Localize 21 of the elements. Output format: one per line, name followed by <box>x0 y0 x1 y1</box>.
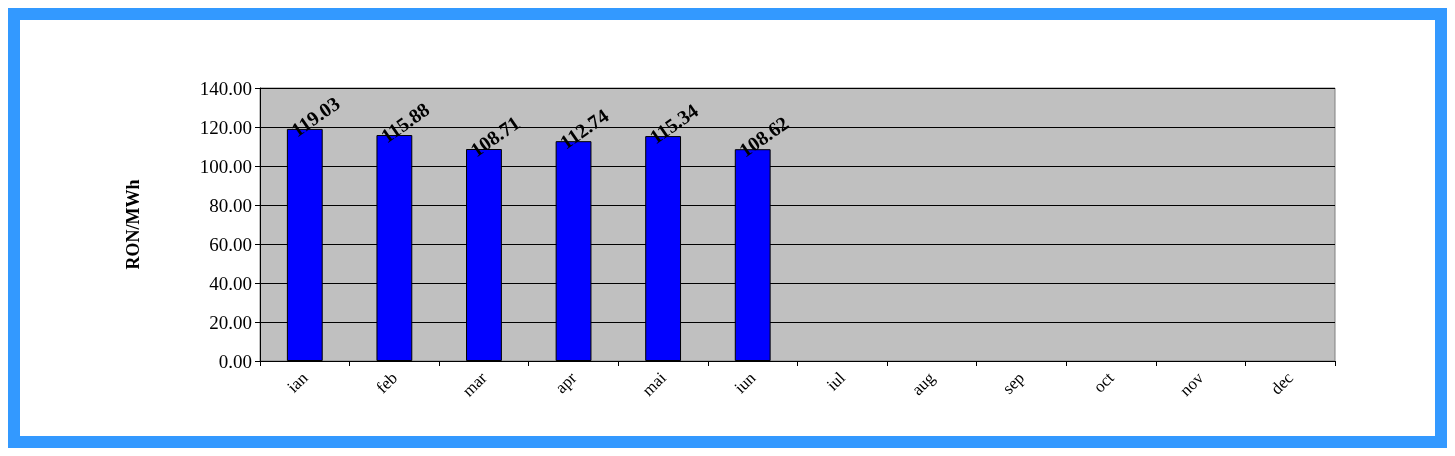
x-tick-label: mar <box>458 368 491 401</box>
x-tick-label: nov <box>1175 367 1208 400</box>
y-tick-label: 20.00 <box>209 311 252 333</box>
x-tick-label: feb <box>372 368 402 398</box>
y-tick-label: 40.00 <box>209 272 252 294</box>
x-tick-label: dec <box>1266 367 1298 399</box>
y-tick-label: 80.00 <box>209 194 252 216</box>
x-tick-label: ian <box>283 367 312 397</box>
x-tick-label: oct <box>1089 368 1118 397</box>
y-tick-label: 140.00 <box>199 77 252 99</box>
y-tick-label: 60.00 <box>209 233 252 255</box>
y-tick-label: 120.00 <box>199 116 252 138</box>
y-axis-title: RON/MWh <box>123 179 143 270</box>
x-tick-label: iul <box>822 368 850 395</box>
x-tick-label: iun <box>730 367 760 398</box>
x-tick-label: aug <box>907 367 939 400</box>
x-tick-label: mai <box>638 368 671 400</box>
x-tick-label: apr <box>551 368 581 398</box>
x-tick-label: sep <box>998 368 1029 398</box>
y-tick-label: 100.00 <box>199 155 252 177</box>
y-tick-label: 0.00 <box>218 350 252 372</box>
